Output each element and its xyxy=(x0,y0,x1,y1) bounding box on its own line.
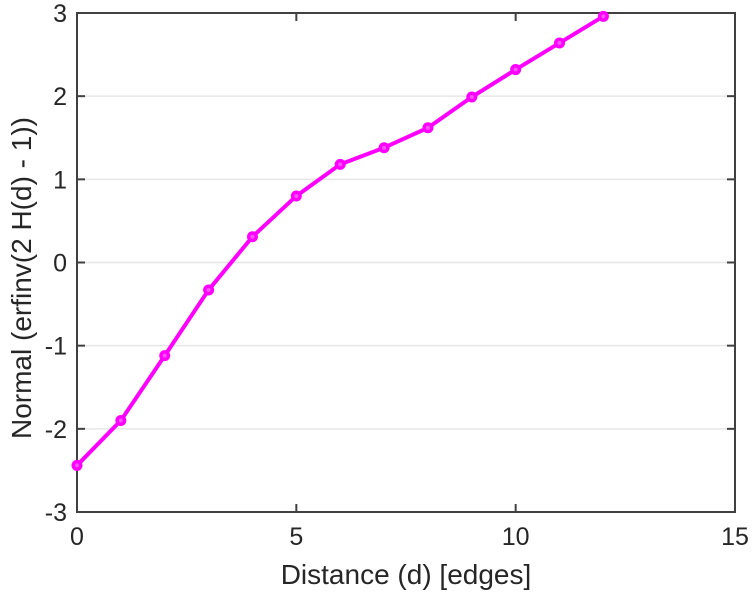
data-point-marker-center xyxy=(162,353,167,358)
data-point-marker-center xyxy=(338,162,343,167)
x-axis-label: Distance (d) [edges] xyxy=(280,559,532,590)
y-axis-tick-label: 3 xyxy=(53,0,67,28)
y-axis-tick-label: -2 xyxy=(45,416,67,444)
y-axis-tick-label: 2 xyxy=(53,83,67,111)
data-point-marker-center xyxy=(250,234,255,239)
data-point-marker-center xyxy=(425,125,430,130)
y-axis-tick-label: 1 xyxy=(53,166,67,194)
data-point-marker-center xyxy=(601,14,606,19)
y-axis-tick-label: 0 xyxy=(53,250,67,278)
y-axis-tick-label: -1 xyxy=(45,333,67,361)
data-point-marker-center xyxy=(118,418,123,423)
data-point-marker-center xyxy=(557,40,562,45)
data-line xyxy=(75,14,606,468)
y-axis-label: Normal (erfinv(2 H(d) - 1)) xyxy=(6,116,37,440)
data-point-marker-center xyxy=(294,193,299,198)
x-axis-tick-label: 5 xyxy=(289,523,303,551)
x-axis-tick-label: 10 xyxy=(502,523,530,551)
data-point-marker-center xyxy=(469,94,474,99)
y-axis-tick-label: -3 xyxy=(45,499,67,527)
data-point-marker-center xyxy=(513,67,518,72)
data-point-marker-center xyxy=(75,463,79,468)
data-point-marker-center xyxy=(382,145,387,150)
data-point-marker-center xyxy=(206,287,211,292)
x-axis-tick-label: 0 xyxy=(70,523,84,551)
x-axis-tick-label: 15 xyxy=(721,523,749,551)
